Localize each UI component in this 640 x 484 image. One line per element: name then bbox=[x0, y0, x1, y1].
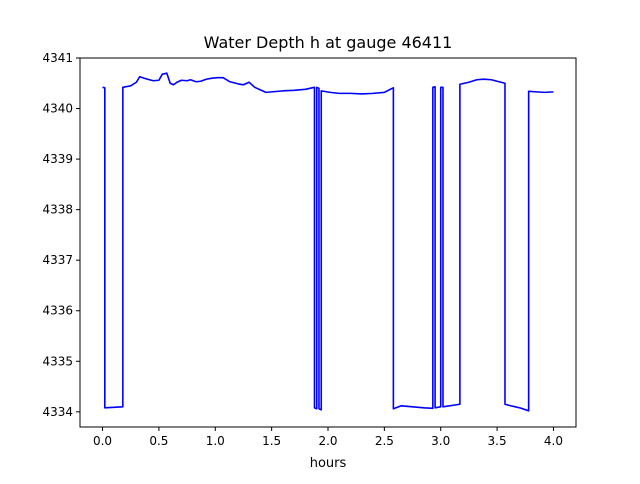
y-tick-label: 4339 bbox=[42, 152, 73, 166]
x-tick-label: 2.5 bbox=[375, 434, 394, 448]
chart-title: Water Depth h at gauge 46411 bbox=[204, 33, 453, 52]
x-tick-label: 3.5 bbox=[488, 434, 507, 448]
x-tick-label: 4.0 bbox=[544, 434, 563, 448]
y-tick-label: 4341 bbox=[42, 51, 73, 65]
x-tick-label: 2.0 bbox=[318, 434, 337, 448]
x-tick-label: 0.0 bbox=[93, 434, 112, 448]
y-tick-label: 4336 bbox=[42, 304, 73, 318]
x-tick-label: 1.5 bbox=[262, 434, 281, 448]
y-tick-label: 4335 bbox=[42, 354, 73, 368]
series-line-0 bbox=[102, 72, 554, 412]
y-tick-label: 4340 bbox=[42, 102, 73, 116]
y-tick-label: 4337 bbox=[42, 253, 73, 267]
x-tick-label: 1.0 bbox=[206, 434, 225, 448]
plot-area bbox=[79, 57, 577, 428]
plot-frame bbox=[79, 57, 577, 428]
y-tick-label: 4338 bbox=[42, 203, 73, 217]
y-tick-label: 4334 bbox=[42, 405, 73, 419]
x-tick-label: 0.5 bbox=[149, 434, 168, 448]
x-tick-label: 3.0 bbox=[431, 434, 450, 448]
x-axis: 0.0 0.5 1.0 1.5 2.0 2.5 3.0 3.5 4.0 bbox=[93, 427, 563, 448]
y-axis: 4334 4335 4336 4337 4338 4339 4340 4341 bbox=[42, 51, 80, 419]
x-axis-label: hours bbox=[310, 456, 347, 471]
